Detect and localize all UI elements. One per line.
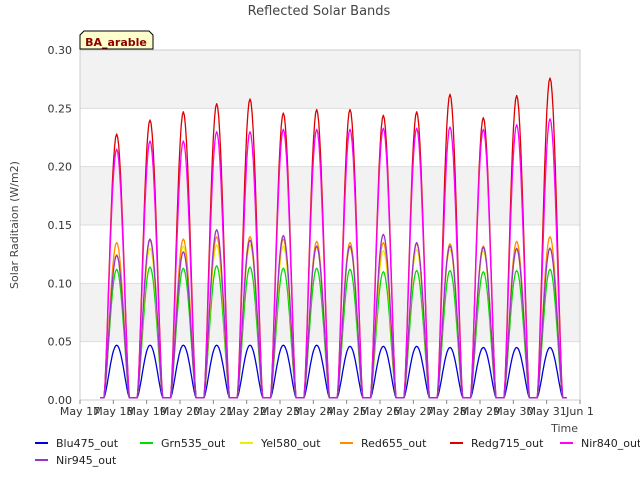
x-tick-label: May 30	[493, 405, 533, 418]
legend-label: Grn535_out	[161, 437, 226, 450]
x-tick-label: May 21	[193, 405, 233, 418]
y-tick-label: 0.25	[48, 102, 73, 115]
legend-label: Nir945_out	[56, 454, 117, 467]
series-layer	[100, 77, 567, 399]
legend-label: Yel580_out	[260, 437, 321, 450]
y-axis-label: Solar Raditaion (W/m2)	[8, 161, 21, 289]
series-line-Nir945_out	[100, 229, 567, 399]
y-tick-label: 0.10	[48, 277, 73, 290]
y-tick-label: 0.30	[48, 44, 73, 57]
legend-label: Nir840_out	[581, 437, 640, 450]
badge-box	[79, 30, 154, 50]
x-tick-label: May 22	[227, 405, 267, 418]
x-tick-label: May 29	[460, 405, 500, 418]
y-tick-label: 0.20	[48, 161, 73, 174]
x-tick-label: May 24	[293, 405, 333, 418]
x-tick-label: May 27	[393, 405, 433, 418]
x-tick-label: May 26	[360, 405, 400, 418]
x-tick-label: May 19	[127, 405, 167, 418]
x-tick-label: May 18	[93, 405, 133, 418]
x-axis-label: Time	[550, 422, 578, 435]
y-tick-label: 0.15	[48, 219, 73, 232]
x-tick-label: May 28	[427, 405, 467, 418]
x-tick-label: May 20	[160, 405, 200, 418]
x-tick-label: May 31	[527, 405, 567, 418]
plot-frame	[79, 49, 581, 401]
x-tick-label: May 23	[260, 405, 300, 418]
y-tick-label: 0.00	[48, 394, 73, 407]
legend: Blu475_out Grn535_out Yel580_out Red655_out…	[35, 437, 640, 467]
x-tick-label: May 17	[60, 405, 100, 418]
y-tick-label: 0.05	[48, 336, 73, 349]
badge-text: BA_arable	[85, 36, 147, 49]
legend-label: Blu475_out	[56, 437, 119, 450]
badge: BA_arable	[79, 30, 154, 50]
legend-label: Red655_out	[361, 437, 427, 450]
plot-band	[80, 50, 580, 109]
x-tick-label: Jun 1	[565, 405, 594, 418]
x-tick-label: May 25	[327, 405, 367, 418]
chart-title: Reflected Solar Bands	[248, 4, 391, 19]
plot-band	[80, 166, 580, 225]
legend-label: Redg715_out	[471, 437, 544, 450]
plot-band	[80, 283, 580, 342]
y-axis: 0.00 0.05 0.10 0.15 0.20 0.25 0.30	[48, 44, 73, 407]
